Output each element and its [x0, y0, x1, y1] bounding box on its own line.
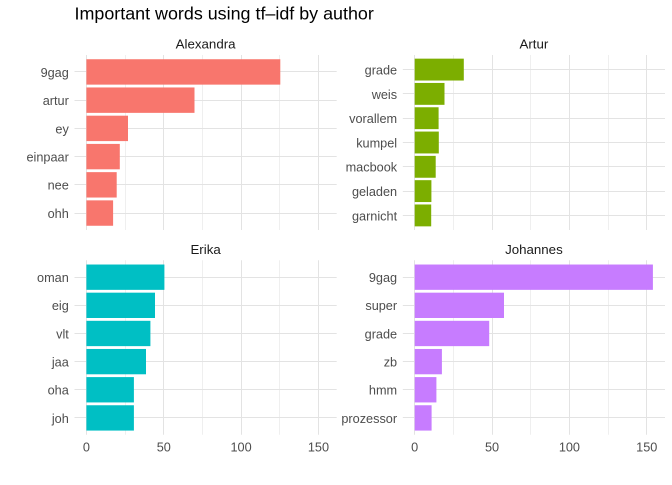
svg-text:grade: grade: [365, 327, 397, 341]
svg-text:ey: ey: [55, 122, 69, 136]
svg-text:garnicht: garnicht: [352, 209, 398, 223]
svg-text:oman: oman: [37, 271, 69, 285]
svg-text:vorallem: vorallem: [349, 112, 397, 126]
svg-text:kumpel: kumpel: [356, 136, 397, 150]
svg-text:weis: weis: [371, 88, 397, 102]
svg-text:0: 0: [411, 441, 418, 455]
svg-text:einpaar: einpaar: [26, 151, 69, 165]
svg-text:150: 150: [636, 441, 657, 455]
svg-text:50: 50: [485, 441, 499, 455]
svg-text:artur: artur: [43, 94, 70, 108]
svg-text:Johannes: Johannes: [505, 242, 563, 257]
svg-text:jaa: jaa: [51, 356, 70, 370]
svg-text:super: super: [365, 299, 398, 313]
svg-text:150: 150: [308, 441, 329, 455]
svg-text:ohh: ohh: [48, 207, 69, 221]
svg-text:Artur: Artur: [519, 37, 548, 52]
svg-text:oha: oha: [48, 384, 70, 398]
svg-text:100: 100: [231, 441, 252, 455]
svg-text:0: 0: [83, 441, 90, 455]
svg-text:Alexandra: Alexandra: [176, 37, 236, 52]
svg-text:joh: joh: [51, 412, 69, 426]
svg-text:vlt: vlt: [56, 327, 69, 341]
svg-text:Important words using tf–idf b: Important words using tf–idf by author: [75, 4, 374, 24]
svg-text:100: 100: [559, 441, 580, 455]
svg-text:prozessor: prozessor: [341, 412, 397, 426]
svg-text:macbook: macbook: [346, 161, 398, 175]
svg-text:nee: nee: [48, 179, 69, 193]
svg-text:eig: eig: [52, 299, 69, 313]
svg-text:zb: zb: [384, 356, 397, 370]
svg-text:hmm: hmm: [369, 384, 397, 398]
svg-text:9gag: 9gag: [41, 66, 69, 80]
svg-text:50: 50: [157, 441, 171, 455]
svg-text:grade: grade: [365, 63, 397, 77]
svg-text:9gag: 9gag: [369, 271, 397, 285]
svg-text:geladen: geladen: [352, 185, 397, 199]
svg-text:Erika: Erika: [190, 242, 221, 257]
